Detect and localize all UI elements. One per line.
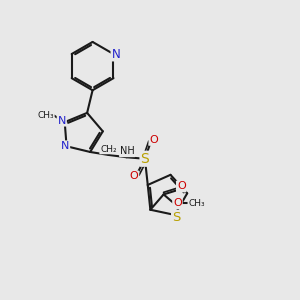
Text: CH₃: CH₃ [37, 111, 54, 120]
Text: NH: NH [120, 146, 135, 156]
Text: CH₃: CH₃ [188, 199, 205, 208]
Text: O: O [149, 135, 158, 145]
Text: N: N [61, 141, 69, 151]
Text: N: N [112, 47, 120, 61]
Text: S: S [140, 152, 149, 166]
Text: S: S [172, 211, 180, 224]
Text: CH₂: CH₂ [100, 145, 117, 154]
Text: O: O [130, 171, 138, 182]
Text: O: O [173, 198, 182, 208]
Text: N: N [58, 116, 66, 126]
Text: O: O [177, 182, 186, 191]
